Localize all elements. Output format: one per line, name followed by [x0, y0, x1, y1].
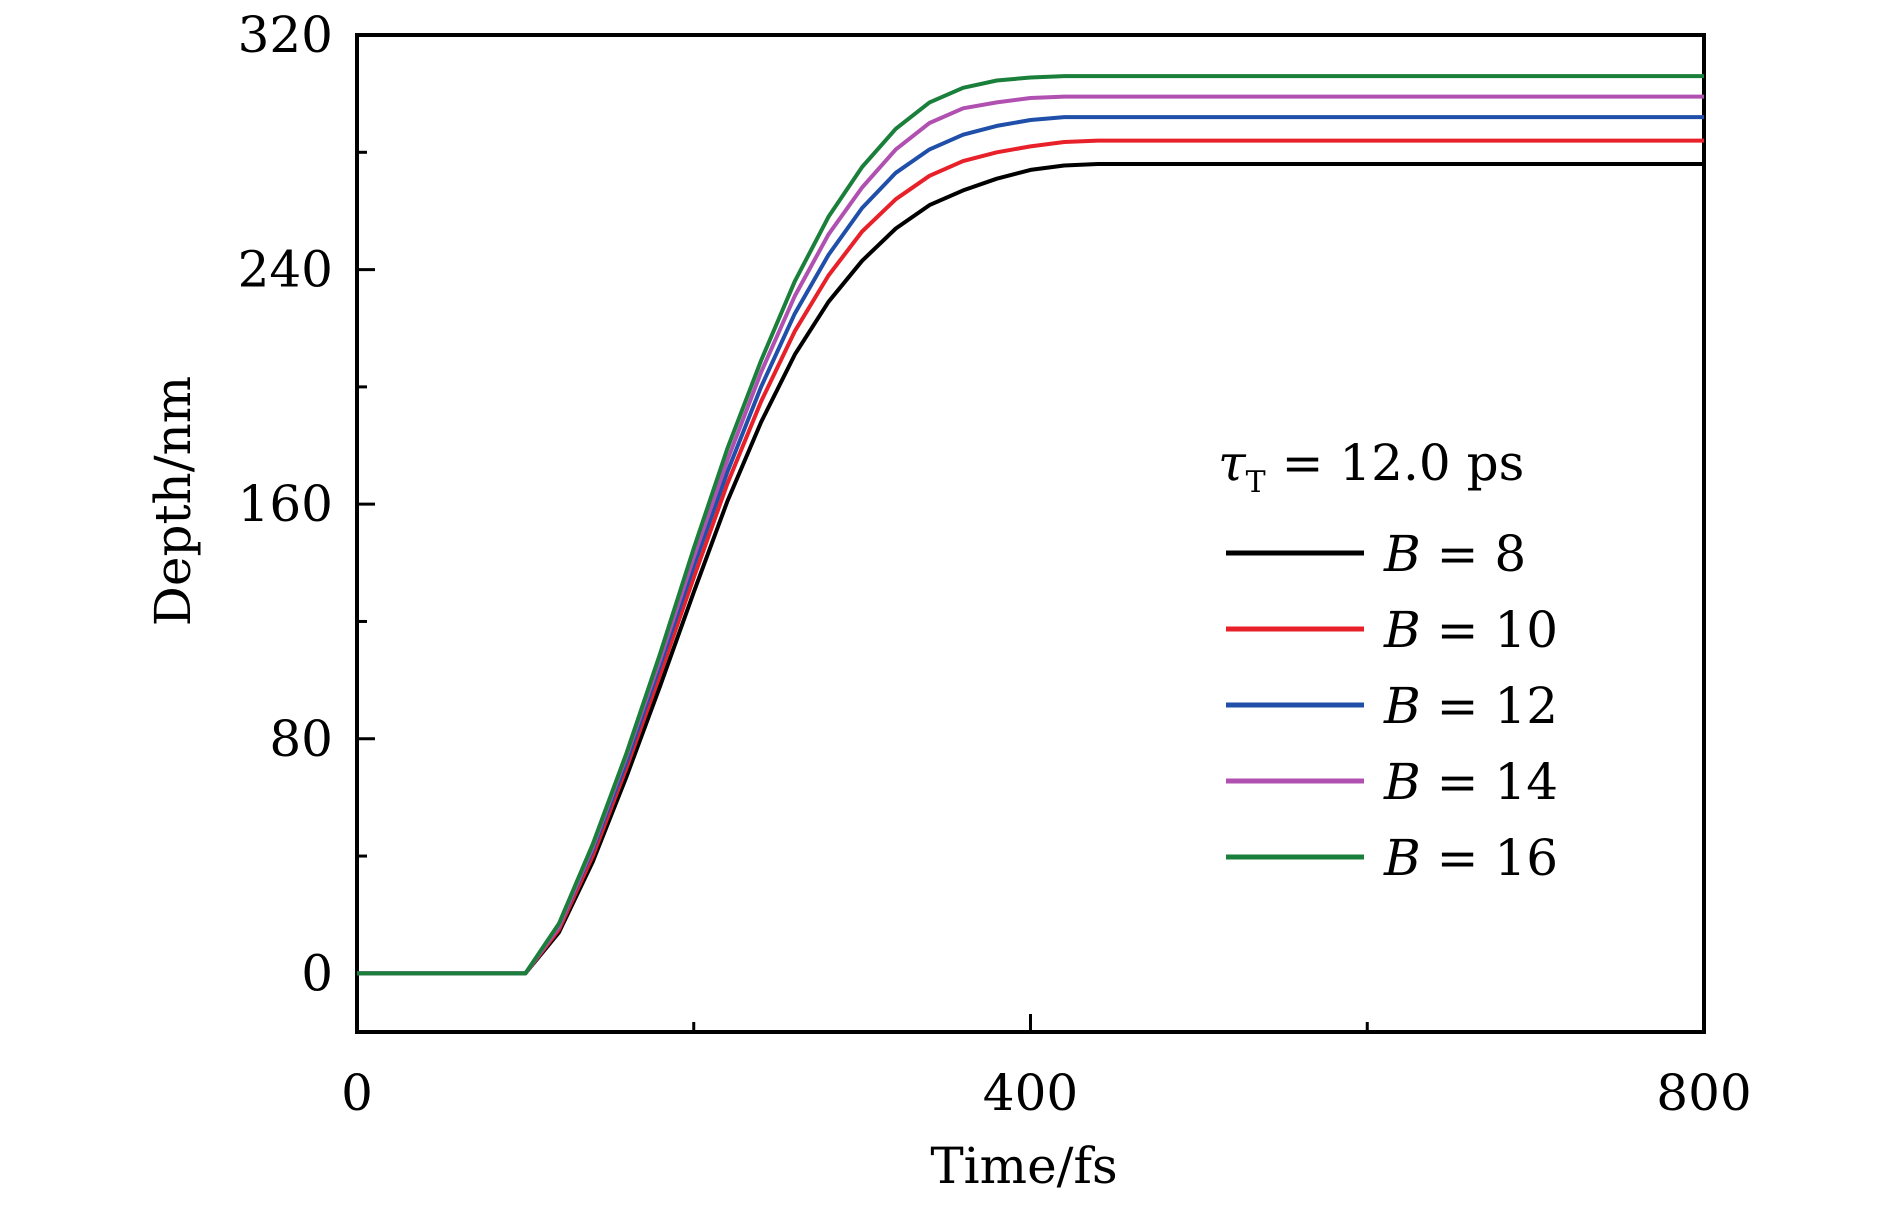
- series-line-b10: [357, 138, 1704, 976]
- legend-title: τT = 12.0 ps: [1218, 434, 1524, 500]
- legend-label-b8: B = 8: [1383, 525, 1526, 583]
- legend-title-subscript: T: [1246, 465, 1266, 500]
- legend: τT = 12.0 ps B = 8 B = 10 B = 12 B = 14 B = …: [1218, 434, 1558, 887]
- series-line-b12: [357, 115, 1704, 976]
- legend-title-symbol: τ: [1218, 434, 1247, 492]
- x-tick-label: 0: [341, 1064, 373, 1122]
- legend-label-b12: B = 12: [1383, 677, 1558, 735]
- x-tick-label: 800: [1656, 1064, 1751, 1122]
- y-tick-label: 80: [269, 710, 333, 768]
- legend-title-rest: = 12.0 ps: [1266, 434, 1525, 492]
- legend-label-b16: B = 16: [1383, 829, 1558, 887]
- legend-label-b14: B = 14: [1383, 753, 1558, 811]
- y-tick-label: 160: [238, 475, 333, 533]
- y-tick-label: 240: [238, 241, 333, 299]
- legend-label-b10: B = 10: [1383, 601, 1558, 659]
- series-line-b8: [357, 162, 1704, 976]
- y-axis-label: Depth/nm: [144, 376, 202, 626]
- x-tick-label: 400: [983, 1064, 1078, 1122]
- y-tick-label: 0: [301, 944, 333, 1002]
- x-axis-label: Time/fs: [930, 1137, 1117, 1195]
- series-line-b16: [357, 74, 1704, 976]
- y-tick-label: 320: [238, 6, 333, 64]
